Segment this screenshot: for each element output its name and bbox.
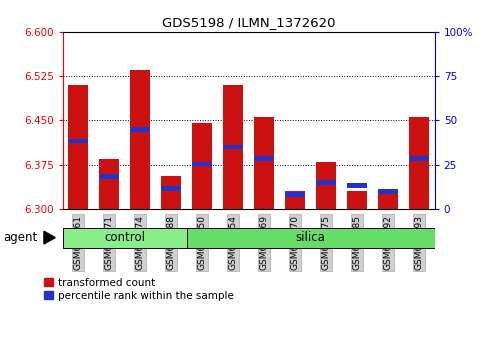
Bar: [161, 187, 181, 191]
Bar: [378, 194, 398, 209]
Text: control: control: [104, 231, 145, 244]
Text: agent: agent: [3, 231, 37, 244]
Bar: [254, 118, 274, 209]
Bar: [63, 228, 187, 249]
Bar: [347, 191, 367, 209]
Bar: [285, 192, 305, 197]
Bar: [223, 144, 243, 149]
Legend: transformed count, percentile rank within the sample: transformed count, percentile rank withi…: [44, 278, 234, 301]
Bar: [68, 85, 88, 209]
Bar: [316, 180, 336, 185]
Bar: [409, 156, 429, 161]
Bar: [161, 176, 181, 209]
Bar: [130, 70, 150, 209]
Bar: [347, 183, 367, 188]
Bar: [254, 156, 274, 161]
Bar: [316, 162, 336, 209]
Bar: [223, 85, 243, 209]
Bar: [192, 123, 213, 209]
Title: GDS5198 / ILMN_1372620: GDS5198 / ILMN_1372620: [162, 16, 336, 29]
Bar: [378, 189, 398, 194]
Bar: [68, 139, 88, 143]
Bar: [99, 159, 119, 209]
Text: silica: silica: [296, 231, 326, 244]
Bar: [285, 191, 305, 209]
FancyArrow shape: [44, 231, 55, 244]
Bar: [409, 118, 429, 209]
Bar: [130, 127, 150, 132]
Bar: [187, 228, 435, 249]
Bar: [99, 174, 119, 179]
Bar: [192, 162, 213, 166]
